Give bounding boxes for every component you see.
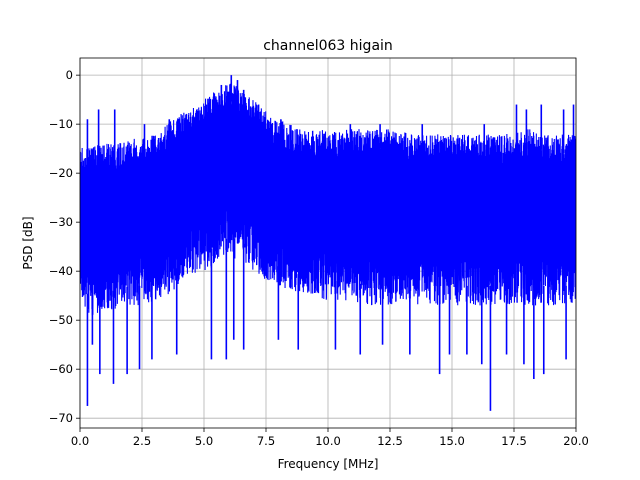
x-tick-label: 20.0 [563,434,589,448]
series-plot [80,75,576,411]
x-tick-label: 10.0 [315,434,341,448]
x-tick-label: 0.0 [71,434,89,448]
x-tick-label: 12.5 [377,434,403,448]
y-tick-label: 0 [66,68,73,82]
x-tick-label: 15.0 [439,434,465,448]
y-tick-label: −70 [49,411,73,425]
y-tick-label: −40 [49,264,73,278]
y-tick-label: −10 [49,117,73,131]
y-tick-label: −50 [49,313,73,327]
x-axis-label: Frequency [MHz] [278,457,379,471]
x-tick-label: 5.0 [195,434,213,448]
y-axis-label: PSD [dB] [21,216,35,269]
psd-trace [80,83,576,316]
x-tick-label: 17.5 [501,434,527,448]
chart-title: channel063 higain [263,38,393,54]
x-tick-label: 2.5 [133,434,151,448]
y-axis: 0 −10 −20 −30 −40 −50 −60 −70 [49,68,80,425]
x-axis: 0.0 2.5 5.0 7.5 10.0 12.5 15.0 17.5 20.0 [71,428,589,448]
y-tick-label: −30 [49,215,73,229]
y-tick-label: −20 [49,166,73,180]
x-tick-label: 7.5 [257,434,275,448]
y-tick-label: −60 [49,362,73,376]
